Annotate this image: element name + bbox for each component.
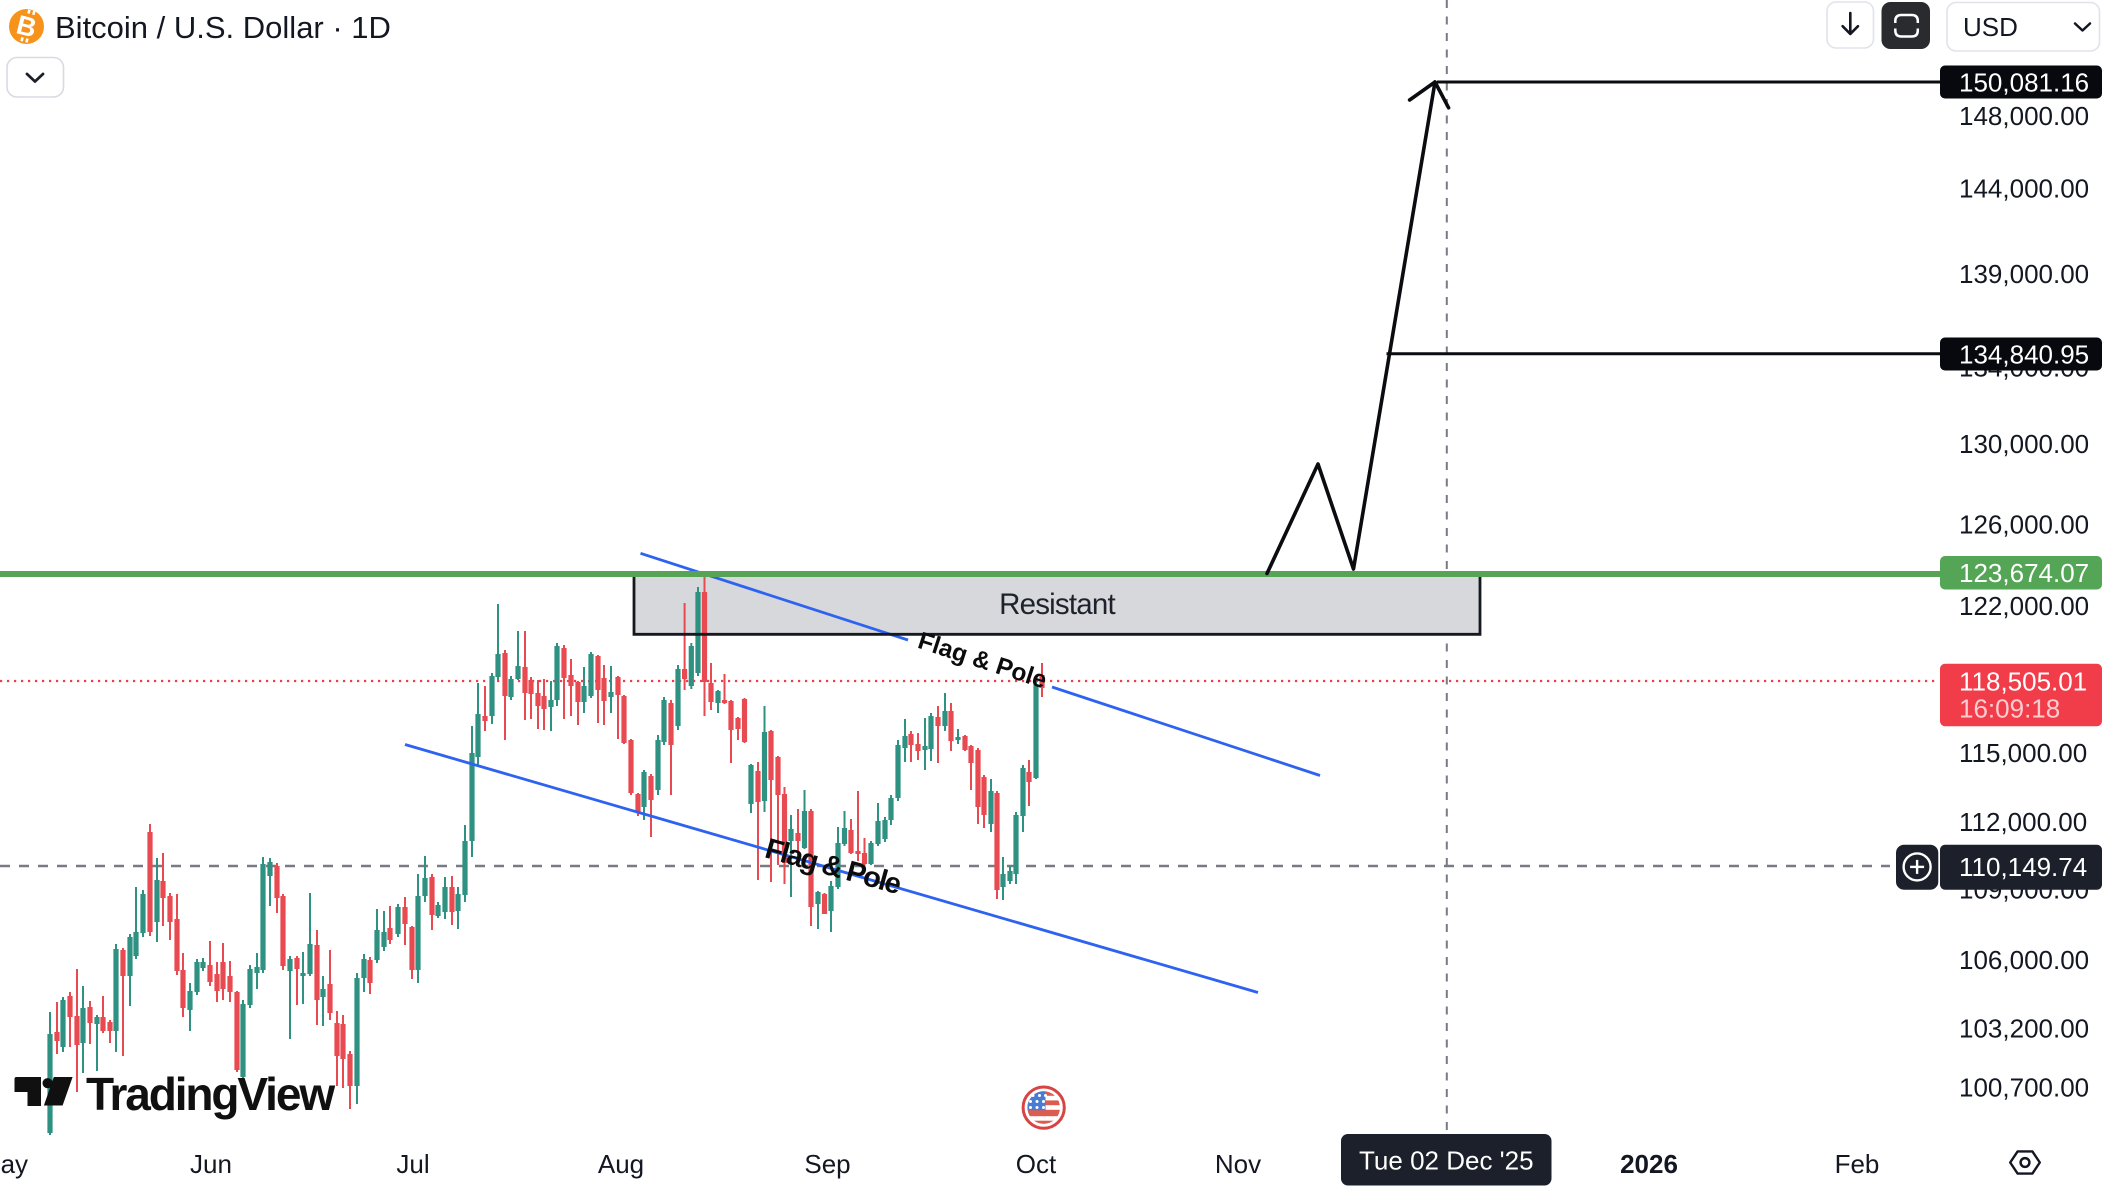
svg-text:USD: USD bbox=[1963, 12, 2018, 42]
svg-text:16:09:18: 16:09:18 bbox=[1959, 694, 2060, 724]
svg-text:Resistant: Resistant bbox=[999, 588, 1115, 621]
svg-text:139,000.00: 139,000.00 bbox=[1959, 259, 2089, 289]
svg-text:Jun: Jun bbox=[190, 1149, 232, 1179]
svg-text:Nov: Nov bbox=[1215, 1149, 1261, 1179]
svg-text:126,000.00: 126,000.00 bbox=[1959, 509, 2089, 539]
svg-text:115,000.00: 115,000.00 bbox=[1959, 738, 2087, 768]
svg-text:144,000.00: 144,000.00 bbox=[1959, 173, 2089, 203]
svg-text:112,000.00: 112,000.00 bbox=[1959, 807, 2087, 837]
svg-text:Feb: Feb bbox=[1835, 1149, 1880, 1179]
svg-text:Oct: Oct bbox=[1016, 1149, 1057, 1179]
svg-text:148,000.00: 148,000.00 bbox=[1959, 101, 2089, 131]
svg-text:Tue 02 Dec '25: Tue 02 Dec '25 bbox=[1359, 1146, 1534, 1176]
svg-text:130,000.00: 130,000.00 bbox=[1959, 429, 2089, 459]
svg-text:134,840.95: 134,840.95 bbox=[1959, 340, 2089, 370]
svg-text:103,200.00: 103,200.00 bbox=[1959, 1013, 2089, 1043]
svg-text:150,081.16: 150,081.16 bbox=[1959, 68, 2089, 98]
svg-text:106,000.00: 106,000.00 bbox=[1959, 945, 2089, 975]
svg-text:110,149.74: 110,149.74 bbox=[1959, 852, 2087, 882]
svg-text:Bitcoin / U.S. Dollar · 1D: Bitcoin / U.S. Dollar · 1D bbox=[55, 10, 391, 45]
svg-text:123,674.07: 123,674.07 bbox=[1959, 558, 2089, 588]
svg-text:2026: 2026 bbox=[1620, 1149, 1678, 1179]
svg-text:May: May bbox=[0, 1149, 28, 1179]
svg-text:118,505.01: 118,505.01 bbox=[1959, 667, 2087, 697]
svg-text:TradingView: TradingView bbox=[86, 1068, 335, 1120]
svg-text:Aug: Aug bbox=[598, 1149, 644, 1179]
svg-text:Jul: Jul bbox=[396, 1149, 429, 1179]
svg-text:122,000.00: 122,000.00 bbox=[1959, 591, 2089, 621]
svg-text:Sep: Sep bbox=[804, 1149, 850, 1179]
svg-text:100,700.00: 100,700.00 bbox=[1959, 1072, 2089, 1102]
